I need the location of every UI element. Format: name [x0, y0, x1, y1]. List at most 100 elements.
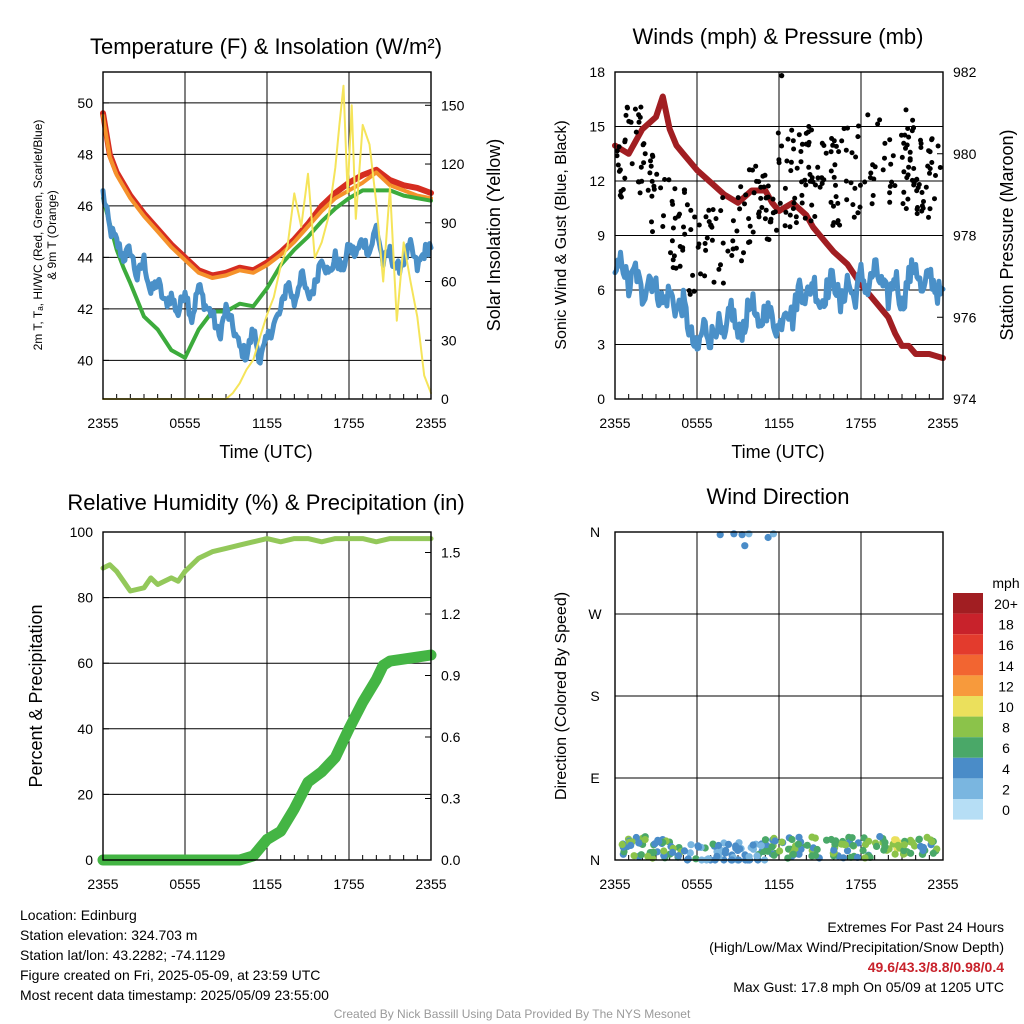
gust-point [647, 170, 653, 176]
y2-tick-label: 60 [441, 274, 457, 290]
direction-point [770, 851, 778, 859]
gust-point [821, 177, 827, 183]
speed-legend-label: 12 [998, 678, 1014, 694]
gust-point [730, 238, 736, 244]
gust-point [887, 199, 893, 205]
direction-point [776, 847, 784, 855]
gust-point [617, 167, 623, 173]
gust-point [747, 223, 753, 229]
x-tick-label: 2355 [87, 415, 118, 431]
gust-point [691, 288, 697, 294]
direction-point [891, 836, 899, 844]
gust-point [649, 152, 655, 158]
gust-point [784, 158, 790, 164]
temperature-ylabel-left-1: 2m T, Tₐ, HI/WC (Red, Green, Scarlet/Blu… [31, 120, 45, 351]
y2-tick-label: 1.2 [441, 606, 461, 622]
direction-point [627, 841, 635, 850]
gust-point [782, 223, 788, 229]
gust-point [680, 245, 686, 251]
x-tick-label: 2355 [599, 876, 630, 892]
gust-point [743, 192, 749, 198]
gust-point [933, 173, 938, 178]
gust-point [649, 178, 655, 184]
speed-legend-label: 4 [1002, 761, 1010, 777]
speed-legend-label: 8 [1002, 720, 1010, 736]
y-tick-label: 40 [77, 352, 93, 368]
y2-tick-label: 978 [953, 228, 977, 244]
gust-point [899, 132, 904, 138]
gust-point [710, 207, 716, 213]
direction-point [900, 841, 909, 849]
y2-tick-label: 30 [441, 332, 457, 348]
gust-point [772, 209, 778, 215]
gust-point [819, 181, 825, 186]
y-tick-label: 6 [597, 282, 605, 298]
x-tick-label: 1155 [252, 415, 282, 431]
gust-point [774, 227, 779, 233]
gust-point [845, 125, 850, 131]
y2-tick-label: 0 [441, 391, 449, 407]
gust-point [918, 137, 923, 143]
series-line-yellow [102, 84, 432, 400]
direction-point-north [716, 531, 724, 539]
y-tick-label: 80 [77, 590, 93, 606]
direction-point-north [769, 530, 778, 538]
direction-ylabel-left: Direction (Colored By Speed) [553, 592, 570, 800]
gust-point [855, 210, 861, 216]
y-tick-label: 40 [77, 721, 93, 737]
direction-point [894, 841, 902, 850]
gust-point [668, 250, 673, 256]
gust-point [802, 177, 808, 183]
gust-point [927, 206, 933, 212]
x-tick-label: 1755 [333, 415, 364, 431]
gust-point [687, 291, 693, 297]
gust-point [720, 280, 726, 286]
gust-point [855, 134, 861, 140]
gust-point [925, 163, 931, 169]
gust-point [856, 123, 861, 129]
gust-point [909, 128, 915, 134]
x-tick-label: 0555 [681, 876, 712, 892]
gust-point [906, 164, 912, 170]
gust-point [889, 179, 895, 185]
gust-point [762, 216, 768, 222]
gust-point [791, 146, 797, 152]
gust-point [862, 179, 868, 185]
gust-point [905, 196, 911, 202]
gust-point [636, 119, 642, 125]
gust-point [770, 196, 776, 202]
gust-point [632, 106, 638, 112]
y-tick-label: W [588, 606, 602, 622]
direction-panel: Wind Direction Direction (Colored By Spe… [553, 484, 1020, 892]
speed-legend-label: 20+ [994, 596, 1018, 612]
direction-point [721, 849, 729, 857]
y-tick-label: 12 [589, 173, 605, 189]
gust-point [887, 137, 893, 143]
speed-legend-swatch [953, 778, 983, 799]
x-tick-label: 1755 [845, 876, 876, 892]
recent-data-text: Most recent data timestamp: 2025/05/09 2… [20, 987, 329, 1003]
gust-point [870, 193, 876, 198]
gust-point [911, 166, 917, 171]
speed-legend-label: 16 [998, 637, 1014, 653]
gust-point [623, 112, 629, 118]
gust-point [843, 147, 849, 153]
direction-point-north [745, 530, 753, 538]
gust-point [709, 224, 715, 230]
gust-point [914, 176, 920, 182]
gust-point [849, 150, 855, 156]
direction-point [808, 833, 816, 841]
gust-point [698, 271, 703, 277]
gust-point [682, 231, 688, 237]
gust-point [669, 238, 675, 244]
speed-legend-label: 6 [1002, 740, 1010, 756]
gust-point [851, 214, 857, 220]
gust-point [764, 236, 770, 242]
gust-point [794, 165, 800, 171]
gust-point [681, 224, 686, 230]
gust-point [718, 262, 723, 268]
gust-point [618, 194, 624, 200]
direction-point [649, 849, 658, 857]
speed-legend-label: 18 [998, 617, 1014, 633]
gust-point [783, 209, 789, 215]
